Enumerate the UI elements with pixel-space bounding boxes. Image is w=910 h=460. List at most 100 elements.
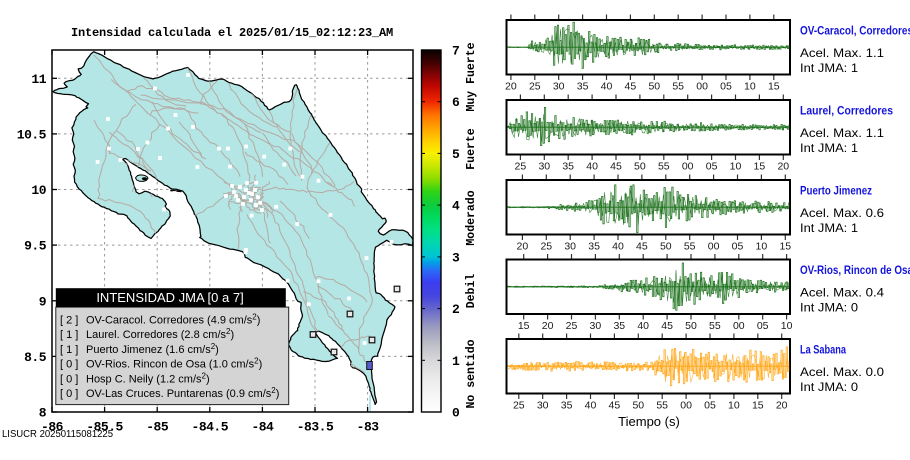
svg-text:50: 50 xyxy=(632,400,644,412)
svg-text:-85.5: -85.5 xyxy=(86,420,123,435)
svg-text:[ 1 ]: [ 1 ] xyxy=(60,344,78,356)
svg-text:35: 35 xyxy=(577,81,589,93)
svg-text:40: 40 xyxy=(586,161,598,173)
svg-text:OV-Las Cruces. Puntarenas (0.9: OV-Las Cruces. Puntarenas (0.9 cm/s2) xyxy=(86,386,279,400)
svg-text:11: 11 xyxy=(31,72,46,87)
svg-text:OV-Rios. Rincon de Osa (1.0 cm: OV-Rios. Rincon de Osa (1.0 cm/s2) xyxy=(86,357,262,371)
svg-text:55: 55 xyxy=(658,161,670,173)
svg-text:2: 2 xyxy=(452,302,460,317)
svg-text:00: 00 xyxy=(696,81,708,93)
svg-text:Int JMA: 0: Int JMA: 0 xyxy=(800,380,858,394)
svg-text:55: 55 xyxy=(656,400,668,412)
svg-text:15: 15 xyxy=(779,241,791,253)
svg-text:00: 00 xyxy=(680,400,692,412)
svg-text:50: 50 xyxy=(634,161,646,173)
svg-text:25: 25 xyxy=(513,400,525,412)
svg-text:Acel. Max. 1.1: Acel. Max. 1.1 xyxy=(800,126,884,140)
svg-text:0: 0 xyxy=(452,406,460,421)
svg-text:9: 9 xyxy=(39,294,47,309)
svg-text:45: 45 xyxy=(610,161,622,173)
svg-text:45: 45 xyxy=(661,320,673,332)
svg-text:8: 8 xyxy=(39,406,47,421)
svg-text:OV-Caracol. Corredores (4.9 cm: OV-Caracol. Corredores (4.9 cm/s2) xyxy=(86,313,260,327)
svg-text:Laurel, Corredores: Laurel, Corredores xyxy=(800,104,893,118)
svg-text:6: 6 xyxy=(452,95,460,110)
svg-text:Int JMA: 1: Int JMA: 1 xyxy=(800,141,858,155)
svg-text:35: 35 xyxy=(562,161,574,173)
svg-text:Laurel. Corredores (2.8 cm/s2): Laurel. Corredores (2.8 cm/s2) xyxy=(86,327,234,341)
svg-text:No sentido: No sentido xyxy=(465,339,478,408)
svg-text:50: 50 xyxy=(685,320,697,332)
svg-text:-83.5: -83.5 xyxy=(297,420,334,435)
svg-text:15: 15 xyxy=(754,161,766,173)
svg-text:10: 10 xyxy=(730,161,742,173)
svg-text:5: 5 xyxy=(452,147,460,162)
svg-text:25: 25 xyxy=(540,241,552,253)
svg-text:[ 0 ]: [ 0 ] xyxy=(60,373,78,385)
svg-text:35: 35 xyxy=(613,320,625,332)
svg-text:Int JMA: 1: Int JMA: 1 xyxy=(800,221,858,235)
svg-text:10: 10 xyxy=(728,400,740,412)
svg-text:20: 20 xyxy=(777,161,789,173)
svg-text:05: 05 xyxy=(732,241,744,253)
svg-text:35: 35 xyxy=(588,241,600,253)
svg-text:55: 55 xyxy=(672,81,684,93)
svg-text:[ 2 ]: [ 2 ] xyxy=(60,315,78,327)
svg-text:55: 55 xyxy=(684,241,696,253)
svg-text:Acel. Max. 0.4: Acel. Max. 0.4 xyxy=(800,286,884,300)
svg-text:Moderado: Moderado xyxy=(465,190,478,245)
svg-text:30: 30 xyxy=(538,161,550,173)
svg-text:Hosp C. Neily (1.2 cm/s2): Hosp C. Neily (1.2 cm/s2) xyxy=(86,371,210,385)
svg-text:Acel. Max. 1.1: Acel. Max. 1.1 xyxy=(800,46,884,60)
svg-text:05: 05 xyxy=(706,161,718,173)
svg-text:[ 0 ]: [ 0 ] xyxy=(60,388,78,400)
svg-text:10: 10 xyxy=(781,320,793,332)
svg-text:4: 4 xyxy=(452,199,460,214)
svg-text:05: 05 xyxy=(720,81,732,93)
svg-text:15: 15 xyxy=(768,81,780,93)
svg-text:Debil: Debil xyxy=(465,274,478,309)
svg-text:OV-Rios, Rincon de Osa: OV-Rios, Rincon de Osa xyxy=(800,263,910,277)
svg-text:Fuerte: Fuerte xyxy=(465,128,478,170)
svg-text:10.5: 10.5 xyxy=(17,127,47,142)
svg-text:20: 20 xyxy=(542,320,554,332)
svg-text:-83: -83 xyxy=(357,420,380,435)
svg-text:05: 05 xyxy=(704,400,716,412)
svg-text:25: 25 xyxy=(529,81,541,93)
svg-text:40: 40 xyxy=(612,241,624,253)
svg-text:-84.5: -84.5 xyxy=(192,420,229,435)
svg-text:Int JMA: 0: Int JMA: 0 xyxy=(800,301,858,315)
svg-text:20: 20 xyxy=(505,81,517,93)
svg-text:20: 20 xyxy=(517,241,529,253)
svg-text:-86: -86 xyxy=(41,420,64,435)
svg-text:Intensidad calculada el 2025/0: Intensidad calculada el 2025/01/15_02:12… xyxy=(71,26,393,40)
svg-text:Puerto Jimenez: Puerto Jimenez xyxy=(800,184,872,198)
svg-text:45: 45 xyxy=(609,400,621,412)
svg-text:15: 15 xyxy=(752,400,764,412)
svg-text:50: 50 xyxy=(648,81,660,93)
svg-text:05: 05 xyxy=(757,320,769,332)
svg-text:7: 7 xyxy=(452,44,459,59)
svg-text:30: 30 xyxy=(564,241,576,253)
svg-text:10: 10 xyxy=(744,81,756,93)
svg-text:10: 10 xyxy=(31,183,46,198)
svg-text:10: 10 xyxy=(756,241,768,253)
svg-text:40: 40 xyxy=(601,81,613,93)
svg-text:40: 40 xyxy=(637,320,649,332)
svg-text:20: 20 xyxy=(776,400,788,412)
svg-text:30: 30 xyxy=(537,400,549,412)
svg-text:INTENSIDAD JMA [0 a 7]: INTENSIDAD JMA [0 a 7] xyxy=(96,290,243,305)
svg-text:LISUCR 20250115081225: LISUCR 20250115081225 xyxy=(2,429,113,440)
svg-text:55: 55 xyxy=(709,320,721,332)
svg-text:15: 15 xyxy=(518,320,530,332)
svg-text:1: 1 xyxy=(452,354,460,369)
svg-text:Acel. Max. 0.6: Acel. Max. 0.6 xyxy=(800,206,884,220)
svg-text:30: 30 xyxy=(590,320,602,332)
svg-text:45: 45 xyxy=(636,241,648,253)
svg-text:00: 00 xyxy=(682,161,694,173)
svg-text:3: 3 xyxy=(452,250,460,265)
svg-text:40: 40 xyxy=(585,400,597,412)
svg-text:8.5: 8.5 xyxy=(24,350,47,365)
svg-text:[ 0 ]: [ 0 ] xyxy=(60,359,78,371)
svg-text:Int JMA: 1: Int JMA: 1 xyxy=(800,61,858,75)
